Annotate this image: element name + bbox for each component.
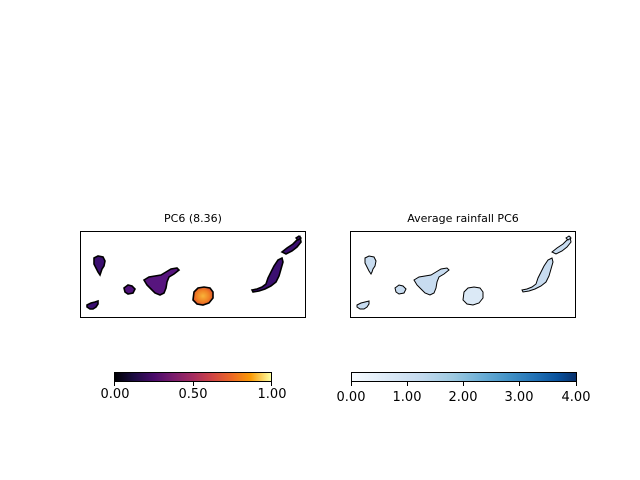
island-lanzarote [280, 235, 302, 255]
right-colorbar [351, 372, 577, 382]
right-map [350, 231, 576, 318]
left-colorbar-label-0: 0.00 [100, 387, 130, 402]
left-map [80, 231, 306, 318]
island-gran-canaria [462, 286, 484, 306]
island-la-palma [364, 255, 377, 275]
right-colorbar-label-4: 4.00 [561, 390, 591, 405]
island-tenerife [413, 267, 450, 296]
right-colorbar-tick-1 [407, 382, 408, 386]
island-tenerife [142, 267, 181, 296]
islet-graciosa [565, 235, 572, 241]
island-lanzarote [551, 235, 572, 255]
right-map-title: Average rainfall PC6 [407, 212, 519, 225]
left-colorbar-tick-1 [193, 382, 194, 386]
right-colorbar-tick-4 [576, 382, 577, 386]
island-fuerteventura [521, 257, 554, 293]
right-colorbar-label-3: 3.00 [504, 390, 534, 405]
island-fuerteventura [250, 256, 284, 293]
right-colorbar-tick-2 [463, 382, 464, 386]
island-gran-canaria [192, 286, 214, 306]
islet-graciosa [294, 235, 303, 241]
right-colorbar-tick-3 [519, 382, 520, 386]
right-map-canvas [356, 235, 572, 310]
left-colorbar-label-1: 0.50 [178, 387, 208, 402]
right-colorbar-label-2: 2.00 [448, 390, 478, 405]
island-la-gomera [394, 284, 407, 295]
right-colorbar-label-1: 1.00 [392, 390, 422, 405]
island-el-hierro [86, 299, 99, 310]
right-colorbar-label-0: 0.00 [336, 390, 366, 405]
left-colorbar-tick-2 [271, 382, 272, 386]
left-colorbar [114, 372, 272, 382]
left-colorbar-tick-0 [114, 382, 115, 386]
right-colorbar-tick-0 [351, 382, 352, 386]
island-el-hierro [356, 300, 370, 310]
left-map-title: PC6 (8.36) [164, 212, 222, 225]
island-la-palma [93, 255, 106, 277]
island-la-gomera [123, 284, 136, 295]
left-map-canvas [86, 235, 303, 310]
left-colorbar-label-2: 1.00 [257, 387, 287, 402]
